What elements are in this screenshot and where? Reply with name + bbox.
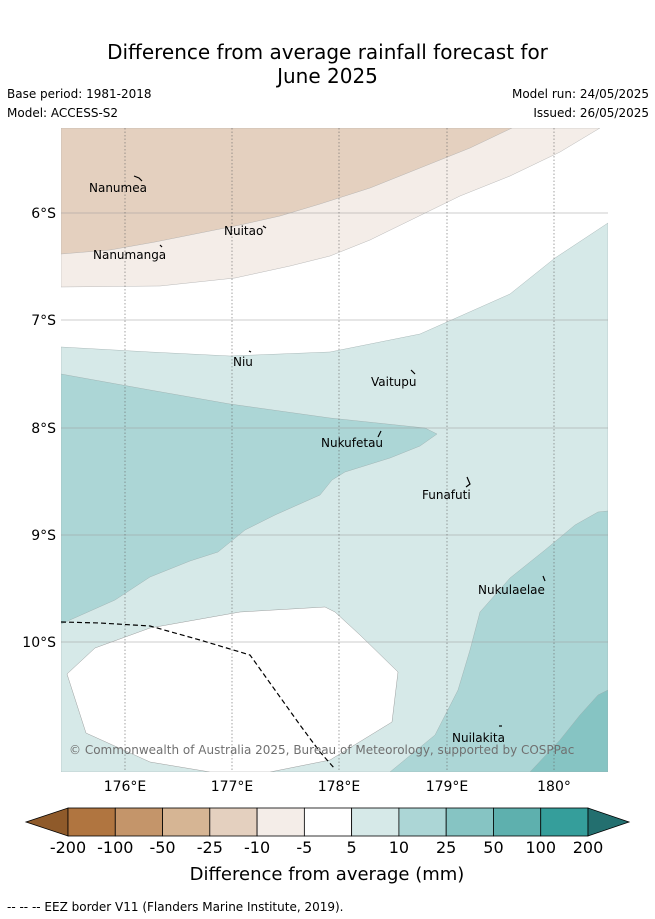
colorbar-tick-label: 50 xyxy=(483,838,503,857)
lat-label-9s: 9°S xyxy=(31,528,56,544)
place-nukufetau: Nukufetau xyxy=(321,436,383,450)
colorbar-extend-high xyxy=(587,807,631,837)
place-funafuti: Funafuti xyxy=(422,488,471,502)
island-nuitao xyxy=(262,225,267,229)
colorbar-tick-label: 200 xyxy=(573,838,604,857)
colorbar-tick-label: 25 xyxy=(436,838,456,857)
colorbar-title: Difference from average (mm) xyxy=(190,864,465,885)
longitude-labels: 176°E 177°E 178°E 179°E 180° xyxy=(104,779,571,795)
title-line-2: June 2025 xyxy=(277,64,378,88)
colorbar-tick-label: 100 xyxy=(525,838,556,857)
title-line-1: Difference from average rainfall forecas… xyxy=(107,40,548,64)
lon-label-180: 180° xyxy=(537,779,571,795)
model-run: Model run: 24/05/2025 xyxy=(511,87,649,101)
colorbar-tick-label: 5 xyxy=(347,838,357,857)
longitude-gridlines xyxy=(124,128,555,772)
place-nuilakita: Nuilakita xyxy=(452,731,505,745)
issued-date: Issued: 26/05/2025 xyxy=(533,106,649,120)
place-vaitupu: Vaitupu xyxy=(371,375,417,389)
eez-footnote: -- -- -- EEZ border V11 (Flanders Marine… xyxy=(7,900,344,914)
colorbar-tick-label: -10 xyxy=(244,838,270,857)
colorbar-segment xyxy=(303,807,353,837)
colorbar-segment xyxy=(162,807,211,837)
contour-25-50 xyxy=(529,689,608,772)
chart-title: Difference from average rainfall forecas… xyxy=(0,40,655,88)
colorbar-segment xyxy=(209,807,258,837)
colorbar-tick-label: -50 xyxy=(149,838,175,857)
contour-minus-10-25 xyxy=(61,128,513,255)
island-nukufetau xyxy=(377,430,382,438)
island-vaitupu xyxy=(410,369,416,375)
colorbar-segment xyxy=(493,807,542,837)
eez-border xyxy=(61,621,336,770)
island-funafuti xyxy=(465,476,471,488)
map-area: Nanumea Nuitao Nanumanga Niu Vaitupu Nuk… xyxy=(61,128,608,772)
contour-near-normal-south xyxy=(66,606,399,772)
colorbar-segment xyxy=(67,807,116,837)
contour-10-25-southeast xyxy=(389,510,608,772)
colorbar-segment xyxy=(398,807,447,837)
place-niu: Niu xyxy=(233,355,253,369)
colorbar-segment xyxy=(445,807,494,837)
island-nanumea xyxy=(133,175,143,182)
lat-label-6s: 6°S xyxy=(31,206,56,222)
islands xyxy=(133,175,546,727)
lon-label-176e: 176°E xyxy=(104,779,147,795)
place-nukulaelae: Nukulaelae xyxy=(478,583,545,597)
colorbar-tick-label: -100 xyxy=(97,838,133,857)
place-nanumea: Nanumea xyxy=(89,181,147,195)
colorbar-tick-label: -200 xyxy=(50,838,86,857)
contour-10-25-west xyxy=(61,373,438,625)
island-niu xyxy=(248,350,252,353)
place-nanumanga: Nanumanga xyxy=(93,248,166,262)
lon-label-178e: 178°E xyxy=(318,779,361,795)
lat-label-8s: 8°S xyxy=(31,421,56,437)
island-nanumanga xyxy=(159,244,163,248)
colorbar-tick-label: -5 xyxy=(296,838,312,857)
lat-label-10s: 10°S xyxy=(22,635,56,651)
colorbar-segment xyxy=(351,807,400,837)
colorbar-tick-label: 10 xyxy=(389,838,409,857)
island-nukulaelae xyxy=(542,575,546,582)
base-period: Base period: 1981-2018 xyxy=(7,87,152,101)
model-name: Model: ACCESS-S2 xyxy=(7,106,119,120)
latitude-gridlines xyxy=(61,212,608,643)
colorbar-segment xyxy=(540,807,589,837)
copyright-notice: © Commonwealth of Australia 2025, Bureau… xyxy=(69,743,574,757)
colorbar-segment xyxy=(256,807,305,837)
lat-label-7s: 7°S xyxy=(31,313,56,329)
lon-label-179e: 179°E xyxy=(426,779,469,795)
colorbar: -200 -100 -50 -25 -10 -5 5 10 25 50 100 200 xyxy=(24,807,631,857)
colorbar-segment xyxy=(114,807,163,837)
lon-label-177e: 177°E xyxy=(211,779,254,795)
colorbar-tick-label: -25 xyxy=(197,838,223,857)
place-nuitao: Nuitao xyxy=(224,224,263,238)
latitude-labels: 6°S 7°S 8°S 9°S 10°S xyxy=(22,206,56,651)
colorbar-extend-low xyxy=(24,807,69,837)
